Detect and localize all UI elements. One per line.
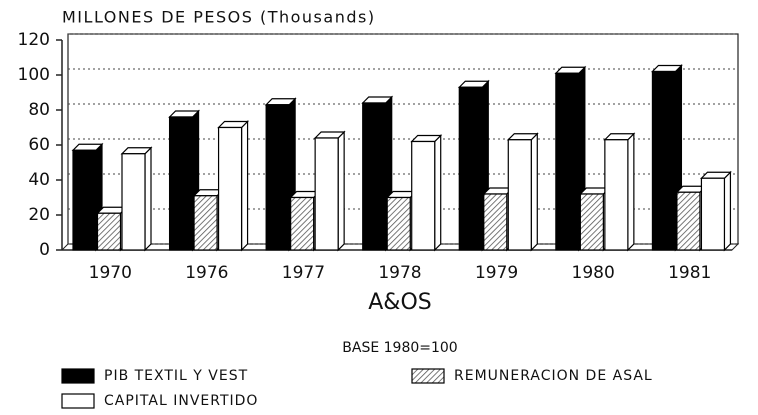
bar	[72, 149, 97, 251]
legend-swatch	[61, 393, 95, 409]
bar	[217, 126, 243, 251]
legend-swatch	[61, 368, 95, 384]
y-tick-label: 0	[39, 240, 50, 260]
bar-side	[144, 146, 152, 252]
bar-top	[457, 80, 490, 88]
bar	[483, 193, 508, 251]
bar-top	[699, 171, 732, 179]
bar-top	[650, 64, 683, 73]
bar-top	[554, 66, 587, 74]
y-tick-label: 20	[28, 205, 50, 225]
bar-side	[240, 120, 249, 252]
bar	[362, 102, 387, 251]
legend-label: CAPITAL INVERTIDO	[104, 393, 258, 409]
bar	[604, 139, 629, 251]
bar-top	[506, 133, 539, 141]
legend-label: REMUNERACION DE ASAL	[454, 368, 653, 384]
bar-side	[530, 132, 538, 252]
bar	[507, 139, 532, 251]
x-tick-label: 1980	[572, 263, 615, 283]
bar-top	[217, 120, 250, 129]
x-tick-label: 1979	[475, 263, 518, 283]
bar-side	[723, 170, 732, 252]
y-tick-label: 100	[18, 65, 50, 85]
bar-side	[434, 134, 442, 252]
note: BASE 1980=100	[342, 340, 457, 356]
bar	[579, 193, 604, 251]
bar	[700, 177, 726, 251]
bar	[458, 86, 483, 251]
bar-top	[71, 143, 104, 151]
bar	[193, 195, 218, 251]
bar	[651, 70, 677, 251]
bar-top	[264, 98, 297, 106]
x-tick-label: 1970	[89, 263, 132, 283]
y-tick-label: 60	[28, 135, 50, 155]
bar-top	[120, 147, 153, 155]
bar	[555, 72, 580, 251]
legend-swatch	[411, 368, 445, 384]
bar-top	[410, 134, 443, 143]
x-axis-label: A&OS	[368, 290, 432, 315]
bar	[121, 153, 146, 251]
x-tick-label: 1976	[185, 263, 228, 283]
bar	[676, 191, 701, 251]
bar-top	[603, 133, 636, 141]
y-tick-label: 40	[28, 170, 50, 190]
bar-top	[313, 131, 346, 139]
chart-title: MILLONES DE PESOS (Thousands)	[62, 8, 376, 27]
y-tick-label: 80	[28, 100, 50, 120]
y-tick-label: 120	[18, 30, 50, 50]
x-tick-label: 1977	[282, 263, 325, 283]
bar	[314, 137, 339, 251]
bar	[386, 196, 411, 251]
legend-label: PIB TEXTIL Y VEST	[104, 368, 248, 384]
x-tick-label: 1978	[378, 263, 421, 283]
bar-side	[627, 132, 635, 252]
bar	[265, 104, 290, 251]
bar	[411, 140, 436, 251]
bar-top	[168, 110, 201, 118]
bar-side	[337, 130, 345, 252]
bar	[96, 212, 122, 251]
bar	[168, 116, 194, 251]
bar-top	[361, 96, 394, 104]
bar	[290, 196, 315, 251]
x-tick-label: 1981	[668, 263, 711, 283]
